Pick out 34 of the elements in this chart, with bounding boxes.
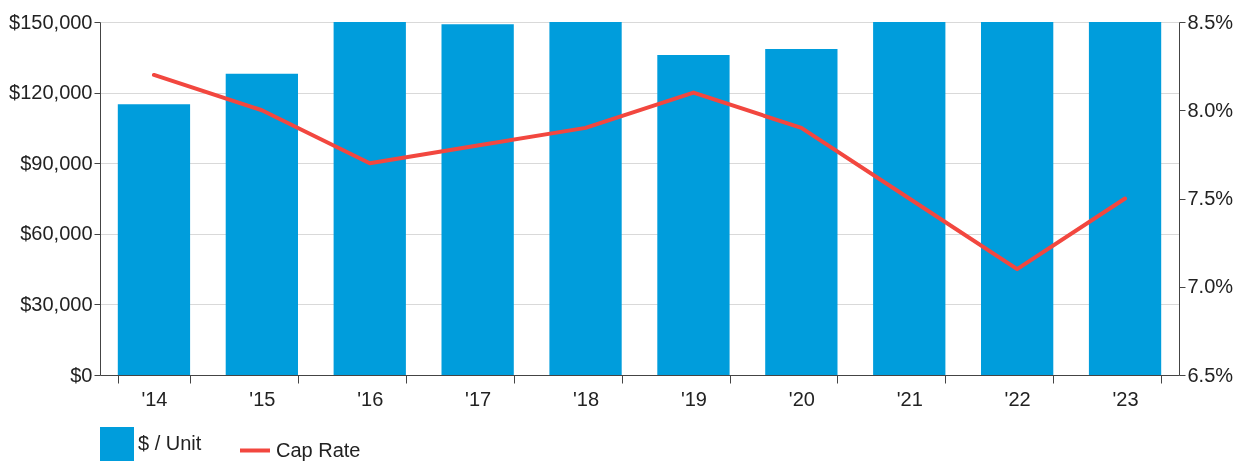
x-tick-label: '14 bbox=[141, 387, 168, 410]
y-tick-label: $150,000 bbox=[9, 10, 93, 33]
bar bbox=[1088, 22, 1162, 375]
y-tick-label: $120,000 bbox=[9, 81, 93, 104]
x-tick-label: '23 bbox=[1112, 387, 1139, 410]
y2-tick-label: 7.5% bbox=[1187, 187, 1234, 209]
bar bbox=[225, 73, 298, 375]
x-tick-label: '20 bbox=[788, 387, 815, 410]
bar bbox=[333, 22, 406, 375]
bar bbox=[981, 22, 1054, 375]
x-tick-label: '21 bbox=[896, 387, 923, 410]
bar bbox=[657, 54, 730, 375]
y2-tick-label: 7.0% bbox=[1187, 275, 1234, 298]
x-tick-label: '22 bbox=[1004, 387, 1031, 410]
x-tick-label: '16 bbox=[357, 387, 384, 410]
y-tick-label: $0 bbox=[70, 363, 93, 386]
bar bbox=[117, 104, 191, 375]
bar bbox=[441, 24, 514, 375]
legend-label: $ / Unit bbox=[138, 432, 202, 454]
y-tick-label: $30,000 bbox=[20, 292, 93, 315]
y2-tick-label: 6.5% bbox=[1187, 363, 1234, 386]
x-tick-label: '19 bbox=[680, 387, 707, 410]
bar bbox=[549, 22, 622, 375]
bar bbox=[765, 49, 838, 375]
legend-label: Cap Rate bbox=[276, 438, 361, 461]
y2-tick-label: 8.0% bbox=[1187, 98, 1234, 121]
x-tick-label: '15 bbox=[249, 387, 276, 410]
x-tick-label: '18 bbox=[573, 387, 600, 410]
x-tick-label: '17 bbox=[465, 387, 492, 410]
y-tick-label: $90,000 bbox=[20, 151, 93, 174]
y-tick-label: $60,000 bbox=[20, 222, 93, 245]
line-series bbox=[151, 72, 1128, 272]
y2-tick-label: 8.5% bbox=[1187, 10, 1234, 33]
bar bbox=[873, 22, 946, 375]
